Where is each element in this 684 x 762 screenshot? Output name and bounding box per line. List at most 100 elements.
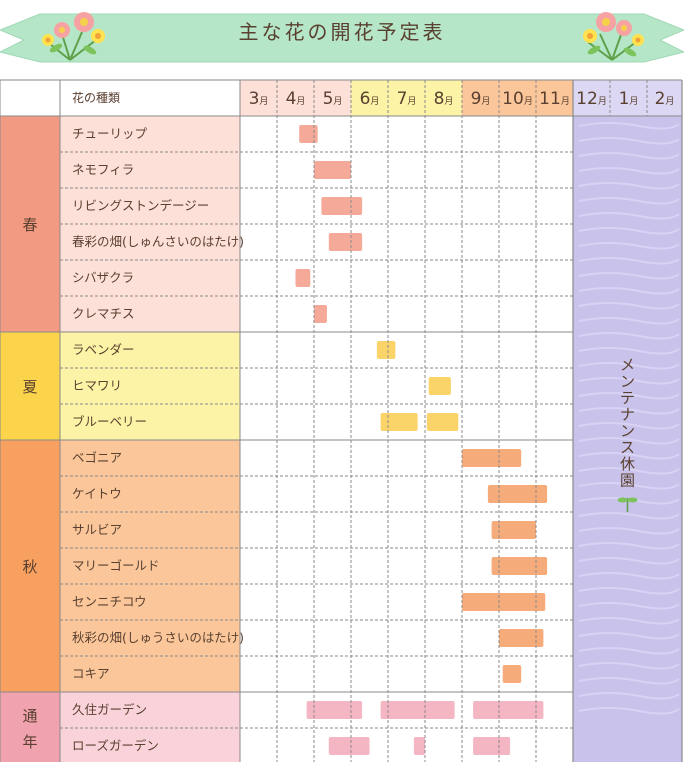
sprout-icon (617, 497, 638, 512)
month-header-cell (610, 80, 647, 116)
flower-name: ベゴニア (72, 450, 122, 465)
maintenance-texture (578, 692, 680, 700)
maintenance-texture (578, 512, 680, 520)
month-label-2: 2月 (655, 89, 675, 109)
bloom-bar (306, 701, 363, 719)
flower-name-cell (60, 548, 240, 584)
flower-name-cell (60, 188, 240, 224)
bloom-bar (502, 665, 522, 683)
flower-name: 春彩の畑(しゅんさいのはたけ) (72, 234, 244, 249)
season-cell-year (0, 692, 60, 762)
maintenance-texture (578, 287, 680, 295)
flower-name: 秋彩の畑(しゅうさいのはたけ) (72, 630, 244, 645)
maintenance-texture (578, 302, 680, 310)
maintenance-label: ン (620, 422, 635, 440)
month-header-cell (536, 80, 573, 116)
flower-name: サルビア (72, 522, 122, 537)
flower-name: センニチコウ (72, 594, 147, 609)
bloom-bar (487, 485, 548, 503)
flower-name: シバザクラ (72, 270, 134, 285)
season-label-year: 年 (22, 733, 37, 751)
flower-name: ヒマワリ (72, 378, 122, 393)
maintenance-texture (578, 272, 680, 280)
month-label-1: 1月 (619, 89, 639, 109)
flower-name: ラベンダー (72, 342, 135, 357)
maintenance-texture (578, 332, 680, 340)
bloom-bar (328, 233, 363, 251)
maintenance-label: 園 (620, 472, 635, 490)
flower-name: ケイトウ (72, 486, 122, 501)
season-label-autumn: 秋 (22, 558, 37, 576)
flower-name-cell (60, 584, 240, 620)
flower-name: クレマチス (72, 306, 135, 321)
bloom-bar (413, 737, 425, 755)
maintenance-texture (578, 392, 680, 400)
bloom-bar (328, 737, 370, 755)
season-label-year: 通 (22, 707, 37, 725)
maintenance-texture (578, 197, 680, 205)
flower-name-cell (60, 512, 240, 548)
flower-name-cell (60, 332, 240, 368)
maintenance-texture (578, 467, 680, 475)
maintenance-texture (578, 497, 680, 505)
flower-name-cell (60, 404, 240, 440)
maintenance-texture (578, 572, 680, 580)
flower-name: 久住ガーデン (72, 702, 147, 717)
month-label-6: 6月 (360, 89, 380, 109)
month-label-5: 5月 (323, 89, 343, 109)
flower-name-cell (60, 368, 240, 404)
maintenance-texture (578, 137, 680, 145)
season-cell-spring (0, 116, 60, 332)
month-header-cell (499, 80, 536, 116)
month-header-cell (425, 80, 462, 116)
maintenance-label: ス (620, 439, 635, 457)
month-header-cell (277, 80, 314, 116)
maintenance-texture (578, 452, 680, 460)
maintenance-texture (578, 482, 680, 490)
month-header-cell (388, 80, 425, 116)
bloom-bar (462, 449, 522, 467)
flower-name-cell (60, 224, 240, 260)
flower-name: リビングストンデージー (72, 198, 209, 213)
maintenance-texture (578, 602, 680, 610)
bloom-bar (473, 701, 544, 719)
season-cell-autumn (0, 440, 60, 692)
page-title: 主な花の開花予定表 (238, 20, 446, 44)
maintenance-texture (578, 527, 680, 535)
flower-name-cell (60, 296, 240, 332)
maintenance-texture (578, 407, 680, 415)
maintenance-texture (578, 227, 680, 235)
maintenance-texture (578, 242, 680, 250)
flower-name: ブルーベリー (72, 414, 147, 429)
flower-bouquet-right-icon (583, 12, 644, 61)
maintenance-texture (578, 542, 680, 550)
maintenance-texture (578, 707, 680, 715)
maintenance-texture (578, 377, 680, 385)
month-label-9: 9月 (471, 89, 491, 109)
month-label-8: 8月 (434, 89, 454, 109)
flower-name: マリーゴールド (72, 558, 160, 573)
maintenance-texture (578, 632, 680, 640)
bloom-bar (428, 377, 451, 395)
bloom-bar (299, 125, 318, 143)
flower-name-cell (60, 728, 240, 762)
bloom-bar (499, 629, 544, 647)
bloom-bar (426, 413, 459, 431)
maintenance-texture (578, 557, 680, 565)
maintenance-texture (578, 422, 680, 430)
maintenance-label: テ (620, 389, 635, 407)
month-label-7: 7月 (397, 89, 417, 109)
flower-name: ネモフィラ (72, 162, 134, 177)
maintenance-texture (578, 317, 680, 325)
maintenance-texture (578, 182, 680, 190)
season-label-summer: 夏 (22, 378, 37, 396)
month-label-12: 12月 (576, 89, 607, 109)
bloom-bar (295, 269, 311, 287)
maintenance-texture (578, 437, 680, 445)
month-header-cell (647, 80, 682, 116)
month-header-cell (314, 80, 351, 116)
maintenance-texture (578, 647, 680, 655)
flower-type-header: 花の種類 (72, 90, 120, 105)
maintenance-texture (578, 617, 680, 625)
